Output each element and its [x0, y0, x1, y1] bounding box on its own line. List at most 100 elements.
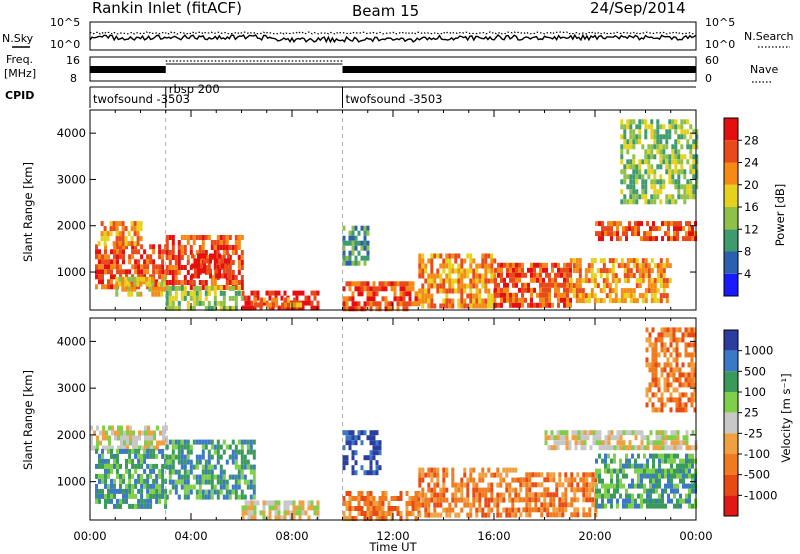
scatter-cell — [566, 277, 569, 283]
scatter-cell — [647, 154, 651, 160]
nsearch-tick-top: 10^5 — [705, 16, 735, 29]
scatter-cell — [231, 250, 235, 255]
scatter-cell — [122, 498, 125, 504]
scatter-cell — [171, 464, 175, 470]
scatter-cell — [663, 342, 667, 348]
scatter-cell — [195, 300, 199, 306]
scatter-cell — [164, 458, 168, 464]
scatter-cell — [424, 278, 428, 284]
scatter-cell — [670, 473, 673, 479]
scatter-cell — [672, 367, 676, 373]
scatter-cell — [628, 221, 631, 227]
scatter-cell — [601, 483, 604, 489]
scatter-cell — [578, 258, 582, 264]
scatter-cell — [595, 440, 599, 446]
scatter-cell — [351, 496, 355, 501]
scatter-cell — [566, 297, 569, 303]
scatter-cell — [549, 502, 553, 508]
scatter-cell — [497, 267, 500, 273]
scatter-cell — [632, 144, 636, 150]
scatter-cell — [122, 493, 125, 499]
scatter-cell — [590, 288, 594, 294]
scatter-cell — [354, 440, 358, 446]
scatter-cell — [155, 478, 159, 484]
scatter-cell — [113, 478, 116, 484]
scatter-cell — [165, 459, 169, 465]
scatter-cell — [669, 352, 673, 358]
scatter-cell — [225, 444, 229, 450]
scatter-cell — [146, 259, 150, 265]
scatter-cell — [654, 382, 658, 388]
scatter-cell — [136, 276, 140, 282]
scatter-cell — [655, 503, 658, 509]
scatter-cell — [679, 478, 682, 484]
scatter-cell — [354, 435, 358, 441]
scatter-cell — [671, 144, 675, 150]
scatter-cell — [195, 439, 199, 445]
scatter-cell — [654, 407, 658, 413]
time-tick-label: 04:00 — [174, 529, 207, 543]
scatter-cell — [629, 119, 633, 125]
scatter-cell — [174, 295, 178, 301]
scatter-cell — [117, 430, 120, 436]
scatter-cell — [672, 372, 676, 378]
scatter-cell — [646, 503, 649, 509]
scatter-cell — [650, 154, 654, 160]
scatter-cell — [118, 281, 122, 287]
scatter-cell — [113, 493, 116, 499]
scatter-cell — [174, 260, 178, 265]
scatter-cell — [378, 450, 382, 456]
scatter-cell — [685, 231, 688, 237]
scatter-cell — [659, 298, 663, 304]
scatter-cell — [155, 498, 159, 504]
scatter-cell — [613, 435, 617, 441]
scatter-cell — [563, 267, 566, 273]
scatter-cell — [602, 283, 606, 289]
scatter-cell — [647, 199, 651, 205]
scatter-cell — [524, 297, 527, 303]
scatter-cell — [243, 464, 247, 470]
scatter-cell — [143, 498, 147, 504]
scatter-cell — [384, 301, 388, 307]
scatter-cell — [602, 268, 606, 274]
scatter-cell — [180, 265, 184, 270]
scatter-cell — [149, 493, 153, 499]
scatter-cell — [475, 298, 479, 304]
scatter-cell — [204, 464, 208, 470]
scatter-cell — [652, 445, 656, 451]
scatter-cell — [119, 483, 122, 489]
scatter-cell — [244, 305, 248, 311]
scatter-cell — [436, 497, 440, 503]
scatter-cell — [146, 264, 150, 270]
scatter-cell — [625, 503, 628, 509]
power-xticks — [89, 110, 697, 310]
scatter-cell — [695, 154, 699, 160]
scatter-cell — [644, 268, 648, 274]
scatter-cell — [113, 488, 116, 494]
scatter-cell — [161, 448, 165, 454]
scatter-cell — [481, 278, 485, 284]
scatter-cell — [463, 497, 467, 503]
scatter-cell — [478, 502, 482, 508]
scatter-cell — [227, 273, 230, 279]
scatter-cell — [610, 226, 613, 232]
scatter-cell — [316, 290, 320, 296]
scatter-cell — [442, 492, 446, 498]
scatter-cell — [122, 254, 125, 260]
scatter-cell — [247, 305, 251, 311]
scatter-cell — [463, 258, 467, 264]
scatter-cell — [424, 507, 428, 513]
scatter-cell — [414, 296, 418, 302]
scatter-cell — [310, 290, 314, 296]
scatter-cell — [137, 453, 141, 459]
scatter-cell — [128, 458, 132, 464]
scatter-cell — [177, 260, 181, 265]
scatter-cell — [617, 263, 621, 269]
scatter-cell — [436, 502, 440, 508]
scatter-cell — [186, 444, 190, 450]
scatter-cell — [307, 295, 311, 301]
scatter-cell — [342, 445, 346, 451]
scatter-cell — [189, 280, 193, 285]
scatter-cell — [454, 258, 458, 264]
scatter-cell — [518, 262, 521, 268]
